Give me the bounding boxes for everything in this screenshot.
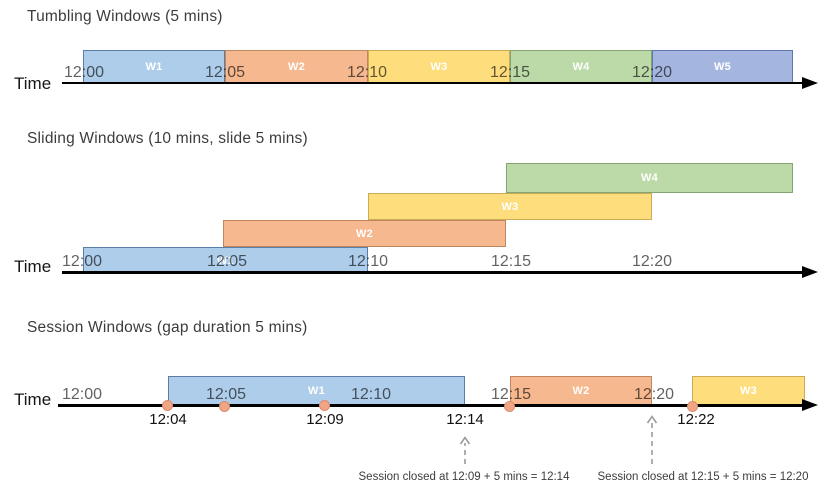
- window-label: W2: [572, 384, 590, 397]
- window-label: W3: [430, 60, 448, 73]
- time-axis-label: Time: [14, 74, 52, 93]
- tick-label: 12:00: [61, 253, 103, 270]
- window-label: W1: [307, 384, 326, 397]
- window-bar-w4: W4: [506, 163, 793, 193]
- window-label: W5: [713, 60, 732, 73]
- tick-label: 12:00: [61, 386, 103, 403]
- window-bar-w3: W3: [368, 193, 652, 220]
- tick-label: 12:00: [63, 64, 105, 81]
- event-time-label: 12:14: [446, 411, 484, 428]
- timeline: [58, 404, 804, 407]
- window-bar-w1: W1: [83, 50, 225, 83]
- window-label: W1: [145, 60, 163, 73]
- session-annotation: Session closed at 12:15 + 5 mins = 12:20: [597, 471, 809, 483]
- tick-label: 12:05: [204, 64, 246, 81]
- event-time-label: 12:09: [306, 411, 344, 428]
- window-bar-w5: W5: [652, 50, 793, 83]
- tick-label: 12:10: [346, 64, 388, 81]
- tick-label: 12:10: [350, 386, 392, 403]
- window-label: W2: [287, 60, 306, 73]
- tick-label: 12:15: [490, 253, 532, 270]
- timeline-arrowhead-icon: [802, 77, 818, 89]
- event-dot: [504, 401, 515, 412]
- timeline: [62, 271, 804, 274]
- tick-label: 12:20: [631, 253, 673, 270]
- tick-label: 12:15: [489, 64, 531, 81]
- window-label: W2: [355, 227, 374, 240]
- event-dot: [162, 400, 173, 411]
- window-bar-w4: W4: [510, 50, 652, 83]
- window-bar-w3: W3: [368, 50, 510, 83]
- window-bar-w2: W2: [510, 376, 652, 405]
- event-dot: [219, 401, 230, 412]
- section-title: Tumbling Windows (5 mins): [27, 8, 223, 25]
- section-title: Session Windows (gap duration 5 mins): [27, 319, 308, 336]
- tick-label: 12:20: [631, 64, 673, 81]
- window-label: W1: [216, 254, 235, 267]
- timeline: [62, 82, 804, 84]
- dashed-arrow-icon: [459, 436, 471, 464]
- window-bar-w1: W1: [83, 247, 368, 274]
- session-annotation: Session closed at 12:09 + 5 mins = 12:14: [358, 471, 570, 483]
- timeline-arrowhead-icon: [802, 399, 818, 411]
- event-dot: [687, 401, 698, 412]
- tick-label: 12:15: [490, 386, 532, 403]
- tick-label: 12:05: [206, 253, 248, 270]
- time-axis-label: Time: [14, 257, 52, 276]
- section-title: Sliding Windows (10 mins, slide 5 mins): [27, 130, 308, 147]
- window-label: W4: [572, 60, 590, 73]
- window-bar-w3: W3: [692, 376, 805, 405]
- timeline-arrowhead-icon: [802, 266, 818, 278]
- window-label: W3: [739, 384, 758, 397]
- window-label: W4: [640, 172, 659, 184]
- tick-label: 12:10: [347, 253, 389, 270]
- tick-label: 12:05: [205, 386, 247, 403]
- time-axis-label: Time: [14, 390, 52, 409]
- event-time-label: 12:22: [677, 411, 715, 428]
- event-time-label: 12:04: [149, 411, 187, 428]
- dashed-arrow-icon: [646, 415, 658, 464]
- event-dot: [319, 400, 330, 411]
- window-label: W3: [501, 200, 519, 213]
- tick-label: 12:20: [633, 386, 675, 403]
- window-bar-w2: W2: [225, 50, 368, 83]
- window-bar-w2: W2: [223, 220, 506, 247]
